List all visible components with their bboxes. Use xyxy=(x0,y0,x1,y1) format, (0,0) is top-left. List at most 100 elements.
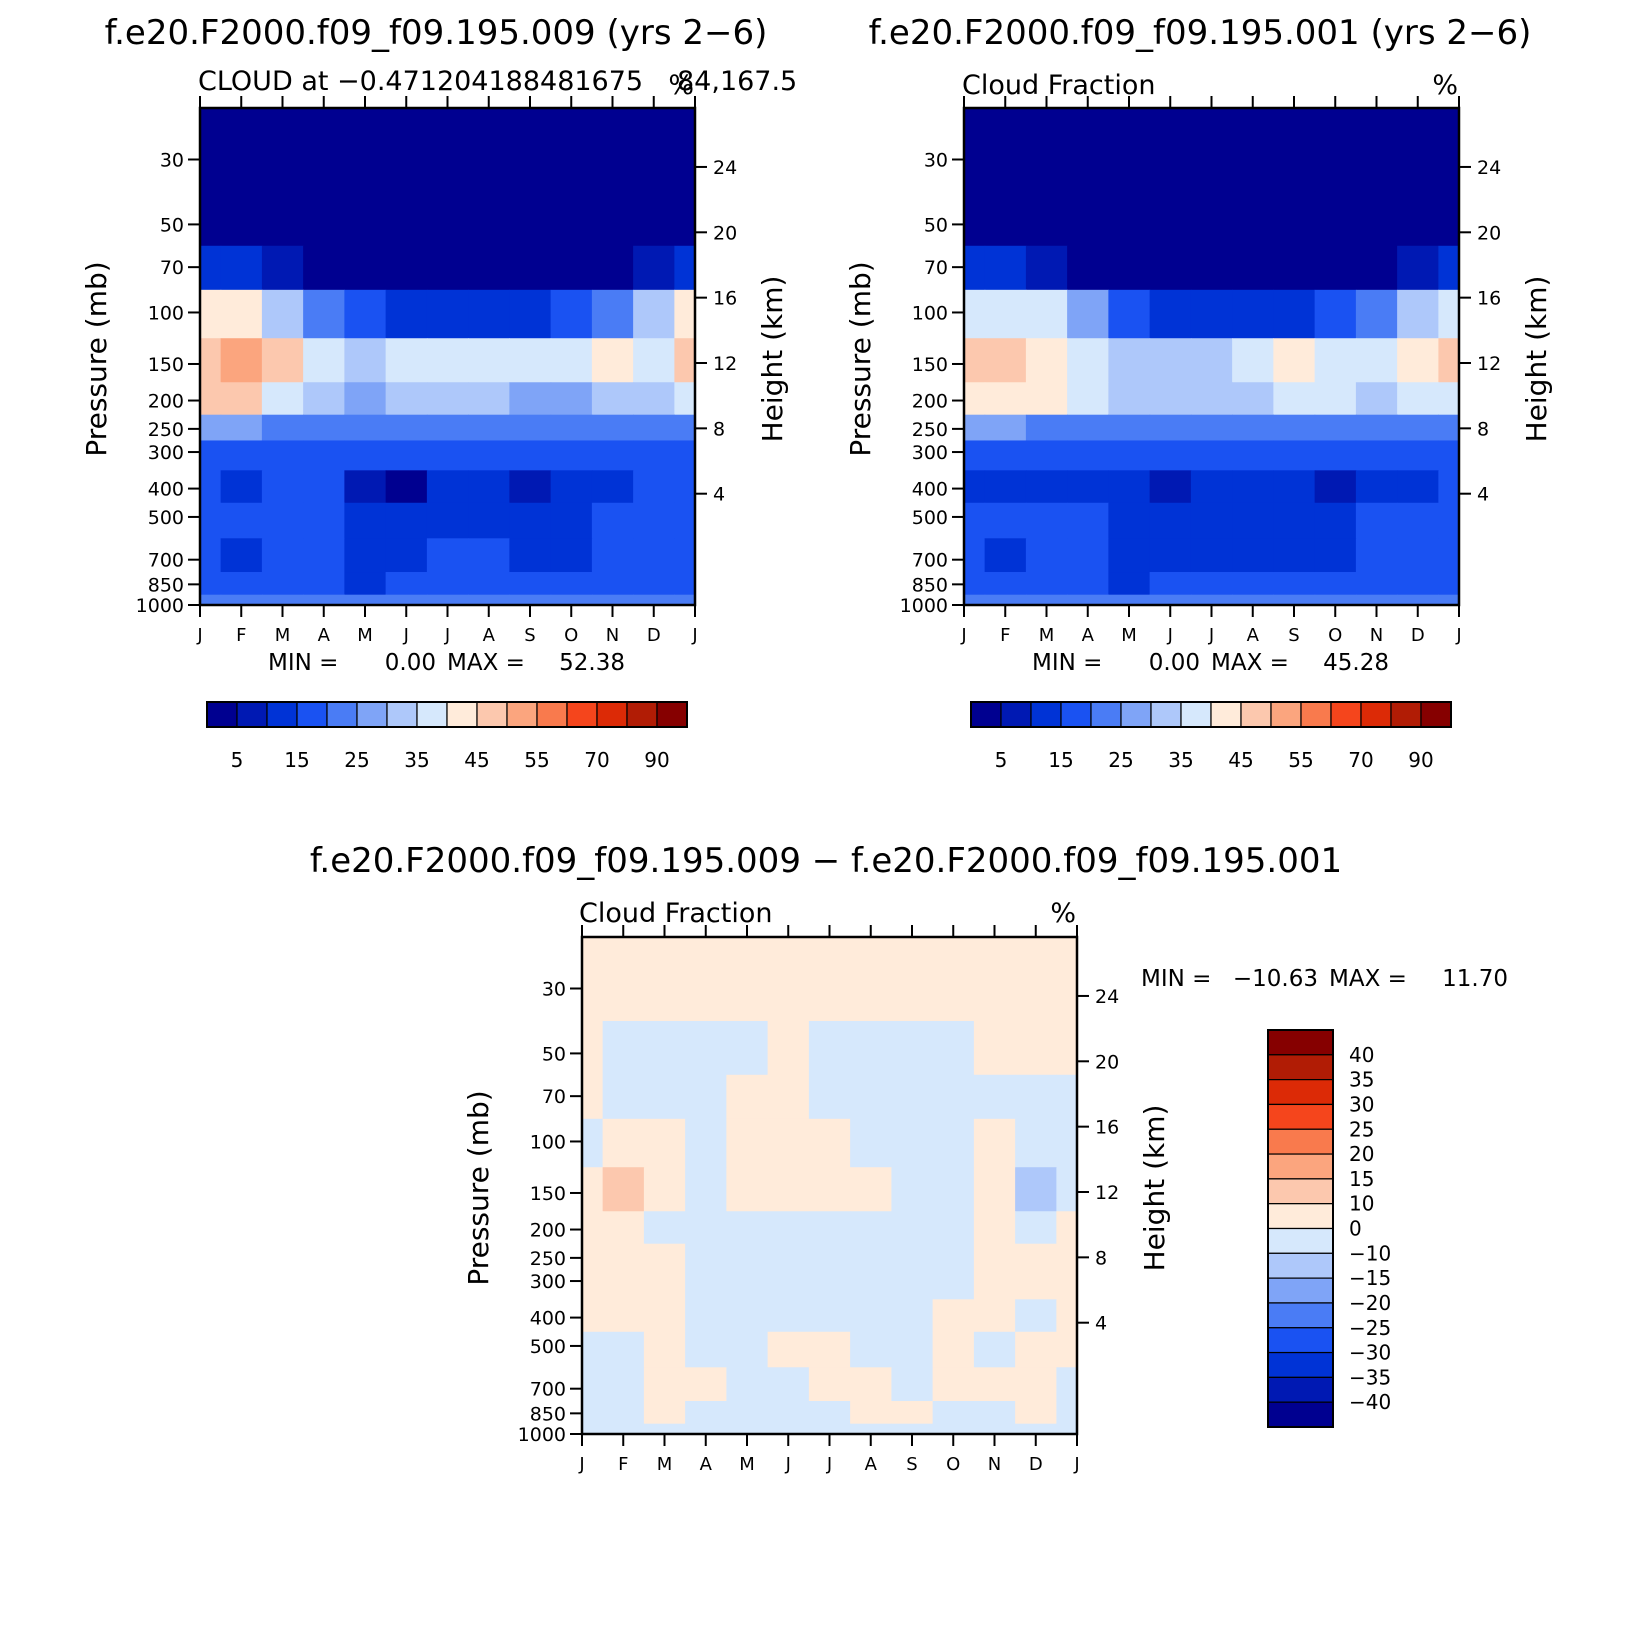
heatmap-cell xyxy=(1273,338,1316,383)
heatmap-cell xyxy=(1025,572,1068,596)
y-tick-label: 30 xyxy=(924,150,948,172)
heatmap-cell xyxy=(1397,382,1439,416)
heatmap-cell xyxy=(726,1243,769,1271)
panel-1-subtitle: CLOUD at −0.471204188481675 xyxy=(198,66,643,97)
heatmap-cell xyxy=(932,1167,975,1212)
heatmap-cell xyxy=(932,1331,975,1368)
colorbar-swatch xyxy=(1267,1376,1334,1403)
heatmap-cell xyxy=(1149,289,1192,339)
y-right-tick-label: 16 xyxy=(1095,1117,1119,1139)
heatmap-cell xyxy=(891,1401,934,1425)
heatmap-cell xyxy=(674,440,696,471)
colorbar-swatch xyxy=(1240,701,1272,728)
colorbar-swatch xyxy=(386,701,418,728)
colorbar-label: 45 xyxy=(1228,748,1253,772)
heatmap-cell xyxy=(1190,594,1233,606)
heatmap-cell xyxy=(1108,108,1151,193)
heatmap-cell xyxy=(1273,538,1316,573)
panel-3-ylabel: Pressure (mb) xyxy=(462,1090,495,1285)
x-tick-label: A xyxy=(483,625,496,646)
heatmap-cell xyxy=(1438,538,1460,573)
heatmap-cell xyxy=(602,1367,645,1402)
heatmap-cell xyxy=(261,289,304,339)
heatmap-cell xyxy=(1355,108,1398,193)
heatmap-cell xyxy=(1056,1211,1078,1245)
heatmap-cell xyxy=(591,414,634,442)
heatmap-cell xyxy=(426,572,469,596)
heatmap-cell xyxy=(808,1167,851,1212)
heatmap-cell xyxy=(385,572,428,596)
heatmap-cell xyxy=(850,937,892,1022)
y-right-tick-label: 4 xyxy=(1095,1313,1107,1335)
heatmap-cell xyxy=(850,1211,892,1245)
y-tick-label: 400 xyxy=(148,479,184,501)
x-tick-label: J xyxy=(1073,1454,1079,1475)
heatmap-cell xyxy=(633,382,675,416)
heatmap-cell xyxy=(1273,108,1316,193)
heatmap-cell xyxy=(261,572,304,596)
x-tick-label: A xyxy=(1082,625,1095,646)
heatmap-cell xyxy=(344,108,387,193)
heatmap-cell xyxy=(964,440,986,471)
y-right-tick-label: 20 xyxy=(1477,222,1501,244)
heatmap-cell xyxy=(582,1074,604,1120)
heatmap-cell xyxy=(1149,440,1192,471)
heatmap-cell xyxy=(426,502,469,539)
heatmap-cell xyxy=(200,289,222,339)
heatmap-cell xyxy=(973,1167,1016,1212)
heatmap-cell xyxy=(850,1367,892,1402)
y-tick-label: 700 xyxy=(530,1379,566,1401)
heatmap-cell xyxy=(685,1401,727,1425)
y-tick-label: 100 xyxy=(530,1131,566,1153)
heatmap-cell xyxy=(1056,1423,1078,1435)
colorbar-swatch xyxy=(1267,1203,1334,1230)
y-tick-label: 500 xyxy=(530,1336,566,1358)
colorbar-swatch xyxy=(1210,701,1242,728)
heatmap-cell xyxy=(850,1269,892,1300)
heatmap-cell xyxy=(726,1423,769,1435)
heatmap-cell xyxy=(984,245,1027,291)
heatmap-cell xyxy=(220,414,263,442)
panel-3-min-value: −10.63 xyxy=(1233,966,1318,992)
heatmap-cell xyxy=(468,594,510,606)
heatmap-cell xyxy=(591,572,634,596)
heatmap-cell xyxy=(1025,108,1068,193)
heatmap-cell xyxy=(984,470,1027,504)
panel-3-title: f.e20.F2000.f09_f09.195.009 − f.e20.F200… xyxy=(310,841,1342,881)
panel-3-subtitle: Cloud Fraction xyxy=(579,898,772,929)
heatmap-cell xyxy=(1273,289,1316,339)
x-tick-label: D xyxy=(1411,625,1425,646)
x-tick-label: S xyxy=(1288,625,1299,646)
colorbar-swatch xyxy=(356,701,388,728)
heatmap-cell xyxy=(591,594,634,606)
heatmap-cell xyxy=(643,1367,686,1402)
y-tick-label: 70 xyxy=(924,257,948,279)
heatmap-cell xyxy=(1314,108,1357,193)
heatmap-cell xyxy=(303,245,345,291)
heatmap-cell xyxy=(509,414,552,442)
heatmap-cell xyxy=(643,1243,686,1271)
heatmap-cell xyxy=(602,1299,645,1333)
heatmap-cell xyxy=(1438,245,1460,291)
heatmap-cell xyxy=(1067,191,1109,247)
colorbar-label: 40 xyxy=(1349,1043,1374,1067)
colorbar-swatch xyxy=(1330,701,1362,728)
heatmap-cell xyxy=(685,1367,727,1402)
heatmap-cell xyxy=(1397,470,1439,504)
heatmap-cell xyxy=(1397,245,1439,291)
colorbar-swatch xyxy=(596,701,628,728)
heatmap-cell xyxy=(633,108,675,193)
heatmap-cell xyxy=(1025,338,1068,383)
heatmap-cell xyxy=(591,470,634,504)
heatmap-cell xyxy=(973,1269,1016,1300)
heatmap-cell xyxy=(1067,538,1109,573)
heatmap-cell xyxy=(973,1020,1016,1076)
heatmap-cell xyxy=(468,289,510,339)
heatmap-cell xyxy=(932,1299,975,1333)
heatmap-cell xyxy=(984,594,1027,606)
heatmap-cell xyxy=(426,538,469,573)
colorbar-swatch xyxy=(1300,701,1332,728)
heatmap-cell xyxy=(1273,440,1316,471)
x-tick-label: F xyxy=(1000,625,1010,646)
